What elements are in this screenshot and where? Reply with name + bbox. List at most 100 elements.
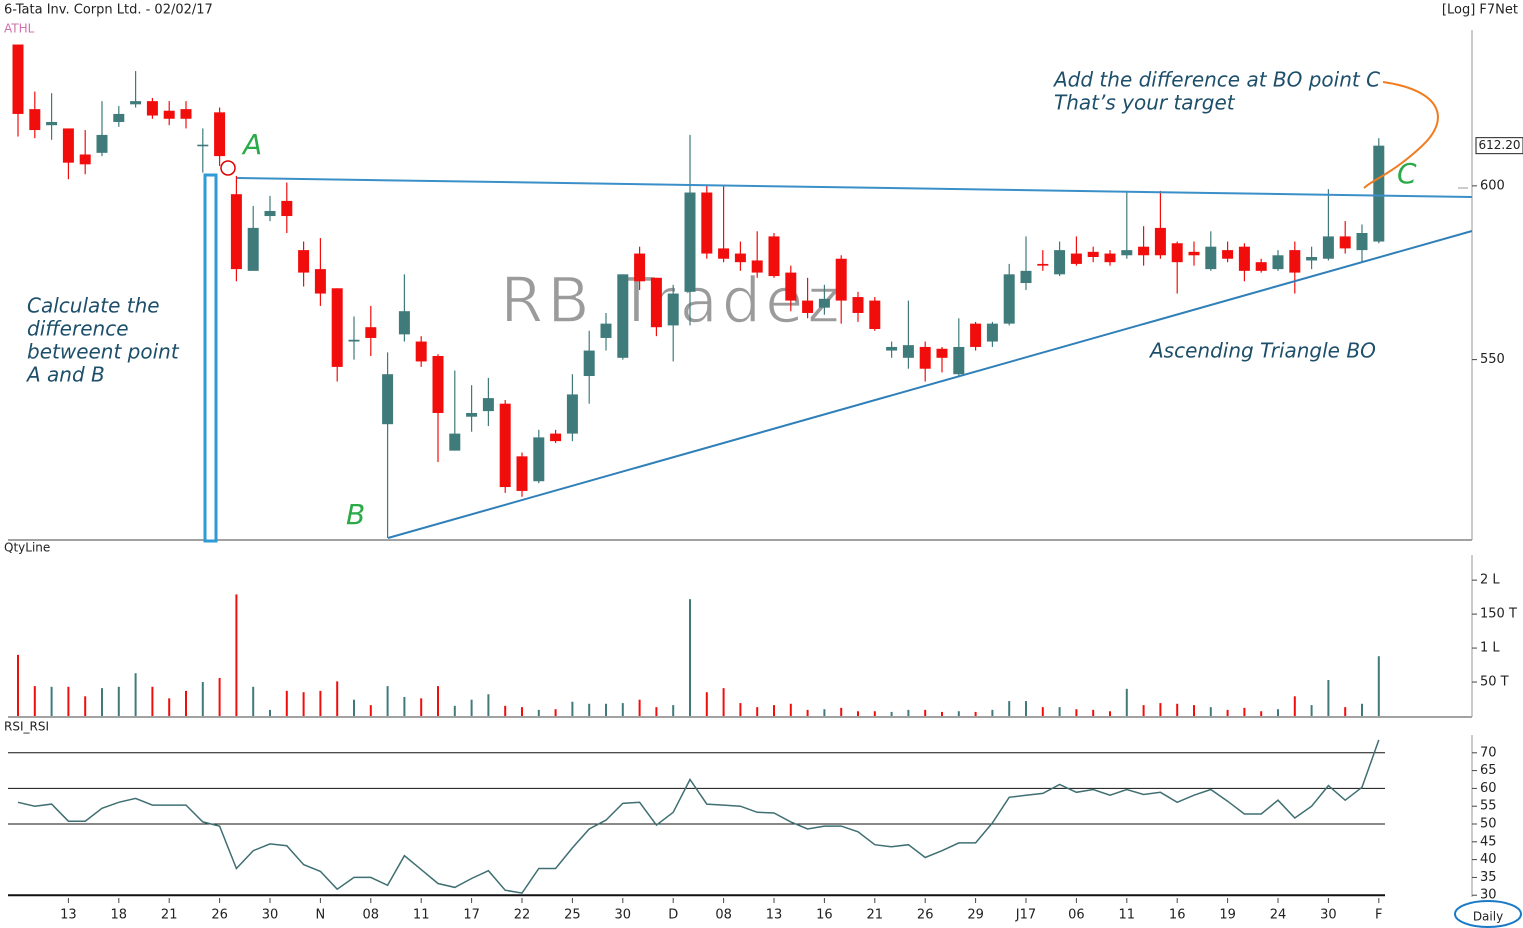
y-tick-label: 50 T	[1480, 675, 1509, 690]
volume-bar	[873, 711, 876, 716]
x-tick-label: 21	[867, 908, 884, 923]
volume-bar	[1159, 703, 1162, 716]
x-tick-label: 11	[1119, 908, 1136, 923]
volume-bar	[1377, 656, 1380, 716]
volume-bar	[638, 699, 641, 716]
volume-bar	[17, 654, 19, 716]
volume-bar	[1092, 709, 1095, 716]
x-tick-label: 11	[413, 908, 430, 923]
volume-bar	[84, 696, 87, 716]
candle-body	[718, 248, 730, 259]
candle-body	[566, 394, 578, 434]
annotation: difference	[27, 317, 129, 341]
x-tick-label: 24	[1270, 908, 1287, 923]
y-tick-label: 550	[1480, 352, 1505, 367]
volume-bar	[1310, 705, 1313, 716]
x-tick-label: 30	[615, 908, 632, 923]
annotation: betweent point	[27, 340, 180, 364]
y-tick-label: 1 L	[1480, 641, 1500, 656]
candle-body	[499, 403, 511, 488]
candle-body	[986, 323, 998, 342]
volume-bar	[1226, 709, 1229, 716]
candle-body	[1104, 253, 1116, 263]
volume-bar	[840, 707, 843, 716]
candle-body	[247, 227, 259, 271]
candle-body	[802, 300, 814, 313]
x-tick-label: 30	[1320, 908, 1337, 923]
y-tick-label: 45	[1480, 834, 1497, 849]
volume-bar	[756, 707, 759, 716]
volume-bar	[739, 703, 742, 716]
x-tick-label: 17	[463, 908, 480, 923]
candle-body	[1322, 236, 1334, 259]
volume-bar	[941, 711, 943, 716]
x-tick-label: 16	[1169, 908, 1186, 923]
candle-body	[886, 346, 898, 351]
resistance-line	[236, 177, 1473, 198]
candle-body	[869, 300, 881, 329]
volume-bar	[1008, 701, 1011, 716]
candle-body	[1171, 243, 1183, 263]
candle-body	[230, 194, 242, 270]
volume-bar	[605, 703, 607, 716]
volume-bar	[991, 709, 994, 716]
candle-body	[600, 323, 612, 338]
x-tick-label: 08	[363, 908, 380, 923]
candle-body	[1154, 227, 1166, 256]
candle-body	[415, 341, 427, 362]
volume-bar	[269, 709, 271, 716]
candle-body	[62, 128, 74, 163]
annotation: Calculate the	[27, 294, 160, 318]
volume-bar	[621, 703, 624, 716]
annotation: C	[1397, 157, 1417, 190]
annotation: Ascending Triangle BO	[1148, 339, 1376, 363]
volume-bar	[689, 599, 691, 716]
x-tick-label: J17	[1015, 908, 1036, 923]
volume-bar	[252, 686, 255, 716]
candle-body	[550, 433, 562, 442]
volume-bar	[907, 709, 910, 716]
candle-body	[331, 288, 343, 367]
volume-bar	[369, 705, 372, 716]
volume-bar	[353, 699, 355, 716]
candle-body	[113, 113, 125, 122]
volume-bar	[655, 707, 658, 716]
candle-body	[818, 298, 830, 308]
candle-body	[365, 327, 377, 338]
volume-bar	[201, 682, 204, 716]
indicator-label: ATHL	[4, 22, 35, 36]
y-tick-label: 30	[1480, 888, 1497, 903]
x-tick-label: 30	[262, 908, 279, 923]
panel-frame	[8, 30, 1473, 897]
volume-bar	[67, 686, 70, 716]
last-price-box	[1475, 137, 1523, 155]
candle-body	[1138, 246, 1150, 256]
volume-bar	[33, 686, 36, 716]
candle-body	[1087, 251, 1099, 258]
x-tick-label: 26	[917, 908, 934, 923]
candle-body	[197, 144, 209, 147]
volume-bar	[487, 694, 490, 716]
volume-bar	[403, 696, 406, 716]
candle-body	[768, 236, 780, 277]
volume-bar	[1243, 707, 1246, 716]
volume-bar	[50, 686, 53, 716]
volume-bar	[302, 692, 305, 716]
candle-body	[432, 355, 444, 413]
volume-bar	[588, 703, 591, 716]
y-tick-label: 35	[1480, 870, 1497, 885]
panel-title: RSI_RSI	[4, 720, 49, 734]
candle-body	[163, 110, 175, 119]
volume-bar	[437, 686, 439, 716]
volume-bar	[1327, 679, 1330, 716]
annotation: That’s your target	[1054, 91, 1236, 115]
candle-body	[953, 346, 965, 375]
volume-bar	[1209, 707, 1212, 716]
candle-body	[583, 350, 595, 377]
volume-bar	[1344, 707, 1347, 716]
candle-body	[1373, 145, 1385, 242]
candle-body	[902, 345, 914, 358]
volume-bar	[1260, 711, 1263, 716]
candle-body	[1289, 250, 1301, 273]
